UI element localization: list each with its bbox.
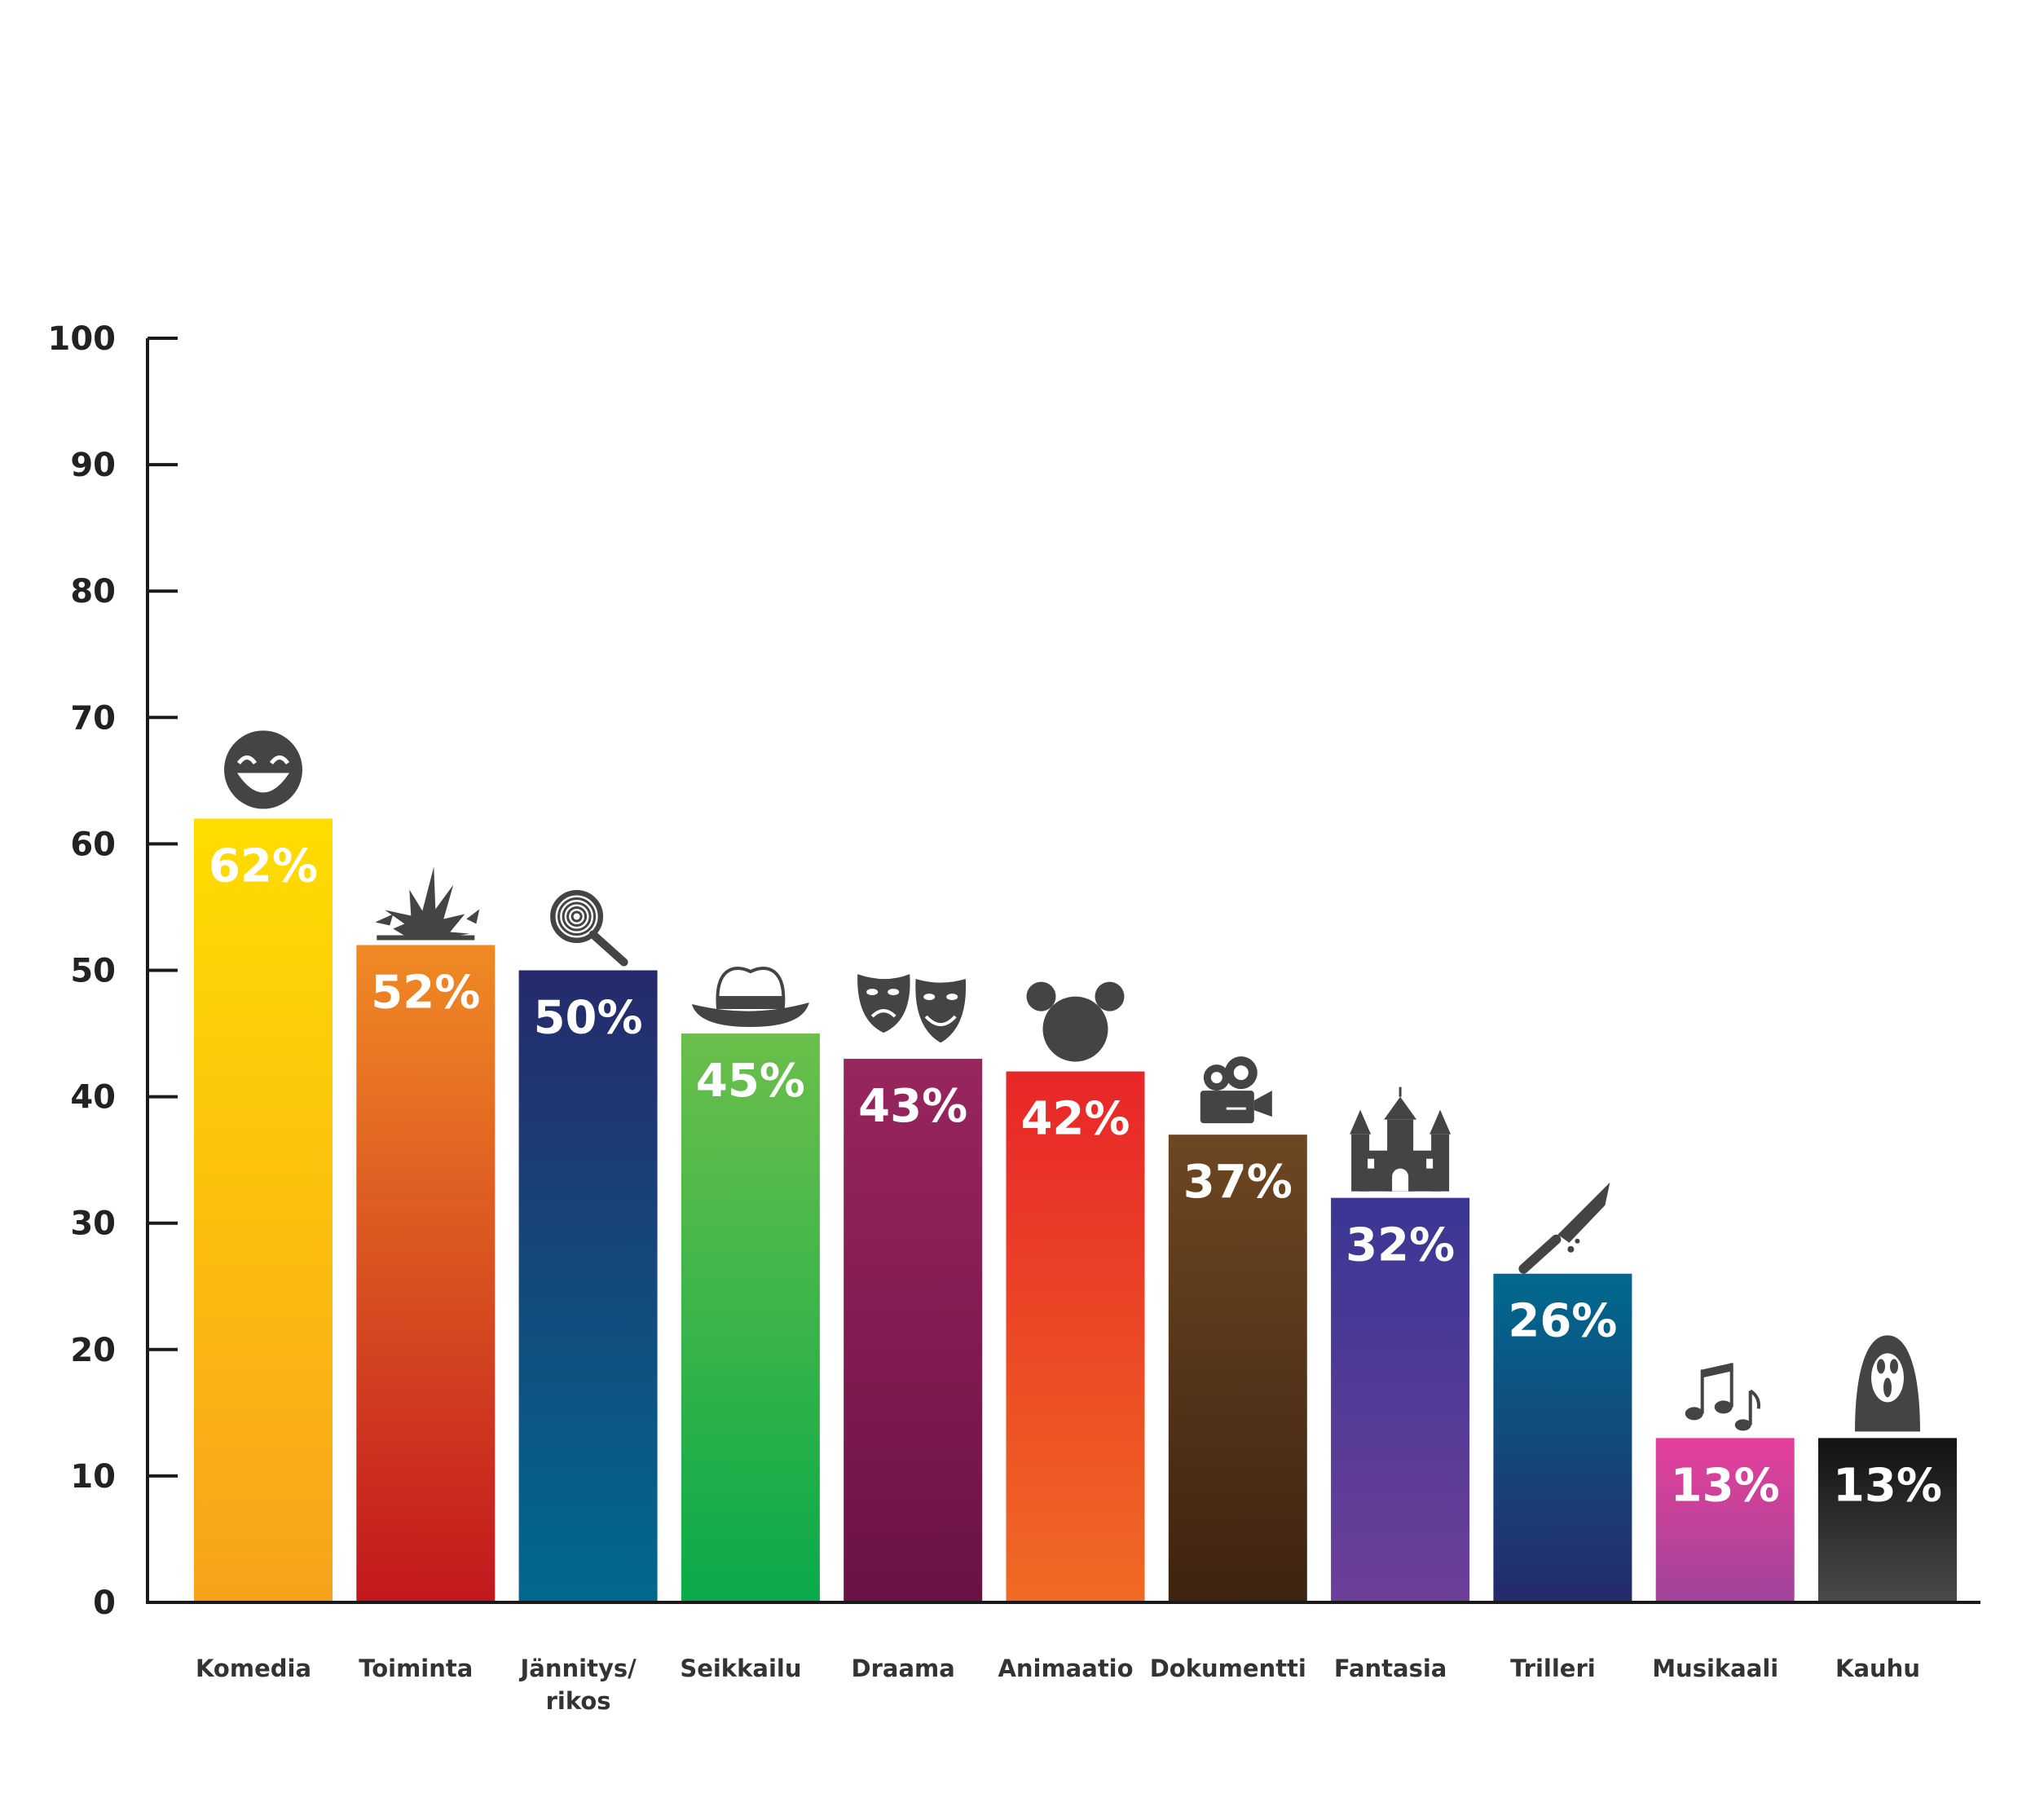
value-label: 32% <box>1346 1219 1455 1272</box>
value-label: 43% <box>858 1080 967 1133</box>
x-axis: Komedia Toiminta Jännitys/rikos Seikkailu Dr… <box>146 1601 1980 1715</box>
bar <box>1006 1071 1145 1602</box>
bar <box>356 945 496 1602</box>
category-label: Fantasia <box>1334 1655 1447 1682</box>
y-tick-label: 30 <box>70 1205 116 1243</box>
castle-icon <box>1350 1086 1452 1192</box>
value-label: 13% <box>1671 1459 1780 1512</box>
mouse-ears-icon <box>1026 981 1125 1062</box>
value-label: 42% <box>1020 1093 1130 1146</box>
bar <box>1331 1197 1470 1602</box>
laughing-face-icon <box>224 730 302 809</box>
category-label: Musikaali <box>1652 1655 1778 1682</box>
category-label: Komedia <box>196 1655 311 1682</box>
bar <box>1818 1438 1957 1602</box>
category-label: Seikkailu <box>680 1655 801 1682</box>
y-tick-label: 100 <box>48 320 117 358</box>
film-camera-icon <box>1200 1056 1272 1124</box>
bars: 62% 52% 50% 45% 43% 42% 37% 32% 26% 13% 13% <box>194 730 1957 1602</box>
explosion-icon <box>375 866 480 941</box>
category-label: Trilleri <box>1510 1655 1596 1682</box>
y-tick-label: 50 <box>70 953 116 990</box>
value-label: 26% <box>1508 1295 1617 1348</box>
category-label: Animaatio <box>998 1655 1133 1682</box>
y-tick-label: 80 <box>70 573 116 610</box>
bar <box>681 1033 820 1602</box>
category-label: Jännitys/rikos <box>518 1655 637 1715</box>
y-tick-label: 60 <box>70 826 116 863</box>
fedora-hat-icon <box>691 967 809 1028</box>
scream-mask-icon <box>1855 1335 1920 1432</box>
music-notes-icon <box>1685 1363 1760 1431</box>
category-label: Draama <box>852 1655 955 1682</box>
bar <box>194 818 333 1602</box>
value-label: 50% <box>534 992 643 1045</box>
value-label: 13% <box>1833 1459 1942 1512</box>
y-tick-label: 20 <box>70 1332 116 1369</box>
bloody-knife-icon <box>1518 1182 1610 1274</box>
bar <box>844 1059 983 1602</box>
value-label: 37% <box>1183 1156 1293 1209</box>
value-label: 62% <box>209 839 318 892</box>
bar <box>518 970 658 1602</box>
theater-masks-icon <box>857 974 969 1046</box>
y-axis: 0 10 20 30 40 50 60 70 80 90 100 <box>48 320 178 1622</box>
y-tick-label: 70 <box>70 699 116 737</box>
fingerprint-magnifier-icon <box>550 890 628 967</box>
value-label: 52% <box>371 966 480 1019</box>
category-label: Kauhu <box>1835 1655 1920 1682</box>
y-tick-label: 10 <box>70 1458 116 1496</box>
y-tick-label: 40 <box>70 1079 116 1117</box>
bar <box>1655 1438 1795 1602</box>
value-label: 45% <box>696 1055 805 1108</box>
y-tick-label: 90 <box>70 447 116 484</box>
y-tick-label: 0 <box>93 1584 116 1622</box>
category-label: Toiminta <box>359 1655 473 1682</box>
category-label: Dokumentti <box>1150 1655 1306 1682</box>
bar <box>1168 1135 1307 1602</box>
bar <box>1493 1273 1632 1602</box>
